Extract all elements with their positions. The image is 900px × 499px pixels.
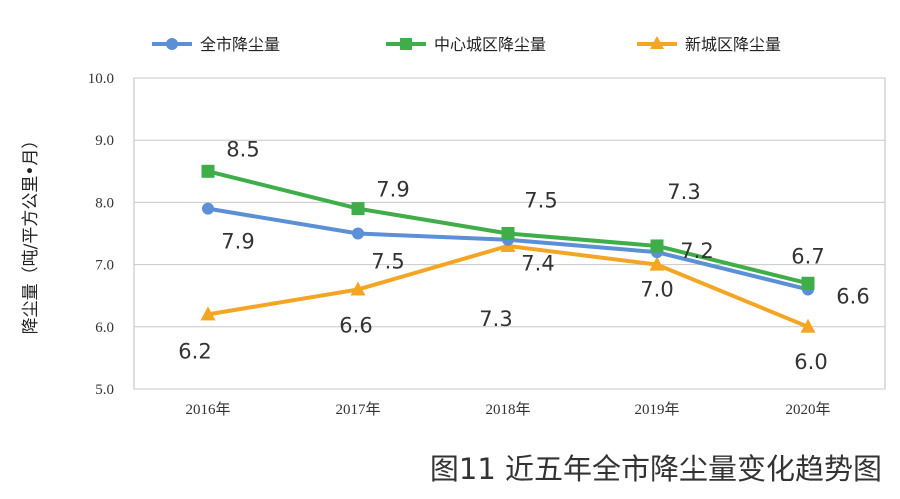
legend-marker (166, 38, 178, 50)
legend-item: 中心城区降尘量 (386, 35, 546, 54)
data-point (202, 202, 214, 215)
data-point (351, 202, 365, 216)
data-label: 7.2 (680, 239, 713, 263)
y-tick-label: 8.0 (95, 195, 114, 211)
legend-item: 全市降尘量 (152, 35, 280, 54)
legend-label: 中心城区降尘量 (434, 35, 546, 54)
data-label: 8.5 (226, 137, 259, 161)
data-point (501, 227, 515, 240)
legend-label: 新城区降尘量 (685, 35, 781, 54)
data-labels: 7.9 7.5 7.4 7.2 6.6 8.5 7.9 7.5 7.3 6.7 6.2 6.6 7.3 7… (178, 137, 869, 373)
data-point (200, 306, 216, 321)
data-point (350, 281, 366, 296)
figure-caption: 图11 近五年全市降尘量变化趋势图 (429, 452, 882, 486)
data-label: 6.2 (178, 339, 211, 363)
data-point (352, 227, 364, 240)
data-point (801, 276, 815, 290)
y-tick-label: 10.0 (88, 71, 114, 87)
data-label: 7.9 (376, 178, 409, 202)
x-tick-label: 2018年 (485, 401, 530, 418)
data-label: 7.5 (524, 189, 557, 213)
y-axis-ticks: 10.0 9.0 8.0 7.0 6.0 5.0 (88, 71, 114, 398)
data-label: 7.9 (221, 230, 254, 254)
data-label: 6.6 (339, 313, 372, 337)
legend-item: 新城区降尘量 (637, 35, 781, 54)
x-tick-label: 2020年 (785, 401, 830, 418)
x-tick-label: 2019年 (634, 401, 679, 418)
x-axis-ticks: 2016年 2017年 2018年 2019年 2020年 (185, 401, 830, 418)
data-label: 7.4 (521, 252, 554, 276)
data-label: 7.3 (667, 180, 700, 204)
data-point (201, 164, 215, 178)
data-point (650, 239, 664, 253)
data-label: 7.3 (479, 307, 512, 331)
legend: 全市降尘量 中心城区降尘量 新城区降尘量 (152, 35, 781, 54)
series-lines (200, 164, 816, 333)
line-chart: 全市降尘量 中心城区降尘量 新城区降尘量 10.0 9.0 8.0 7.0 6.0 5.0 2… (21, 35, 886, 418)
x-tick-label: 2017年 (335, 401, 380, 418)
legend-marker (400, 38, 412, 50)
y-tick-label: 5.0 (95, 382, 114, 398)
legend-marker (650, 36, 664, 49)
y-axis-label: 降尘量（吨/平方公里•月） (21, 132, 41, 335)
data-point (649, 256, 665, 271)
data-label: 7.0 (640, 278, 673, 302)
y-tick-label: 7.0 (95, 258, 114, 274)
data-label: 7.5 (371, 250, 404, 274)
y-tick-label: 6.0 (95, 320, 114, 336)
data-point (800, 318, 816, 333)
data-label: 6.6 (836, 284, 869, 308)
gridlines (133, 77, 886, 390)
x-tick-label: 2016年 (185, 401, 230, 418)
y-tick-label: 9.0 (95, 133, 114, 149)
data-label: 6.7 (791, 244, 824, 268)
data-label: 6.0 (794, 350, 827, 374)
legend-label: 全市降尘量 (200, 35, 280, 54)
